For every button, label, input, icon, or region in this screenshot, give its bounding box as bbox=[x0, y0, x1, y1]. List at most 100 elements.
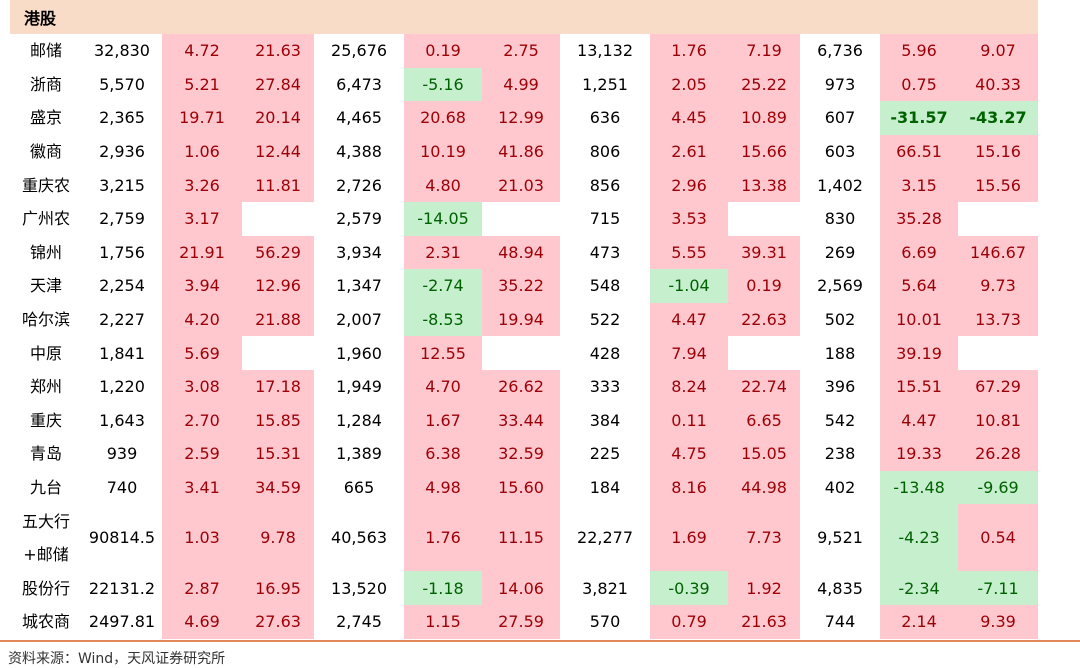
data-cell: 10.01 bbox=[880, 302, 959, 337]
data-cell: 4.80 bbox=[404, 168, 483, 202]
data-cell: 2.75 bbox=[482, 34, 561, 68]
data-cell: 19.33 bbox=[880, 437, 959, 471]
bank-name-line: +邮储 bbox=[23, 544, 69, 564]
data-cell: 0.11 bbox=[650, 403, 729, 438]
data-cell: -2.34 bbox=[880, 571, 959, 605]
data-cell: 90814.5 bbox=[88, 528, 156, 548]
section-header-fill bbox=[242, 0, 1039, 34]
data-cell: 19.71 bbox=[162, 101, 243, 135]
data-cell: 4,388 bbox=[336, 142, 382, 162]
data-cell: 1.76 bbox=[404, 504, 483, 572]
data-cell: 0.19 bbox=[728, 269, 801, 303]
table-row: 城农商 2497.81 4.69 27.63 2,745 1.15 27.59 570 0.79… bbox=[10, 604, 1039, 639]
data-cell: 2,579 bbox=[336, 209, 382, 229]
bank-name: 锦州 bbox=[29, 242, 62, 262]
data-cell: 856 bbox=[589, 175, 621, 195]
table-row: 邮储 32,830 4.72 21.63 25,676 0.19 2.75 13,132 1.7… bbox=[10, 34, 1039, 68]
section-header-row: 港股 bbox=[10, 0, 1039, 34]
data-cell: 13,132 bbox=[577, 41, 634, 61]
data-cell: 9,521 bbox=[817, 528, 863, 548]
data-cell: 1,949 bbox=[336, 377, 382, 397]
bank-name: 五大行 +邮储 bbox=[10, 504, 82, 571]
data-cell: 15.66 bbox=[728, 134, 801, 169]
data-cell: 7.94 bbox=[650, 336, 729, 370]
data-cell: 22,277 bbox=[577, 528, 634, 548]
data-cell: 0.75 bbox=[880, 67, 959, 102]
data-cell: 2.59 bbox=[162, 437, 243, 471]
data-cell: 15.16 bbox=[958, 134, 1039, 169]
data-cell: 8.24 bbox=[650, 369, 729, 404]
data-cell: 1.76 bbox=[650, 34, 729, 68]
data-cell: 3,934 bbox=[336, 242, 382, 262]
data-cell: 715 bbox=[589, 209, 621, 229]
data-cell: 35.22 bbox=[482, 269, 561, 303]
data-cell: 973 bbox=[824, 74, 856, 94]
data-cell: 3.17 bbox=[162, 201, 243, 236]
data-cell: -9.69 bbox=[958, 470, 1039, 505]
data-cell: 2.31 bbox=[404, 235, 483, 270]
data-cell: 1.15 bbox=[404, 604, 483, 639]
data-cell: 3.53 bbox=[650, 201, 729, 236]
data-cell: 3.94 bbox=[162, 269, 243, 303]
data-cell: 5.96 bbox=[880, 34, 959, 68]
data-cell: 12.44 bbox=[242, 134, 315, 169]
data-cell: 603 bbox=[824, 142, 856, 162]
data-cell: 1,841 bbox=[99, 343, 145, 363]
bank-name: 重庆农 bbox=[21, 175, 70, 195]
data-cell: 27.84 bbox=[242, 67, 315, 102]
data-cell: 4.45 bbox=[650, 101, 729, 135]
data-cell: 4.20 bbox=[162, 302, 243, 337]
data-cell: 396 bbox=[824, 377, 856, 397]
data-cell: 806 bbox=[589, 142, 621, 162]
section-label: 港股 bbox=[10, 0, 243, 34]
data-cell: 607 bbox=[824, 108, 856, 128]
data-cell: 10.81 bbox=[958, 403, 1039, 438]
data-cell: 3.08 bbox=[162, 369, 243, 404]
data-cell: 4,835 bbox=[817, 578, 863, 598]
data-cell: -1.18 bbox=[404, 571, 483, 605]
data-cell: -4.23 bbox=[880, 504, 959, 572]
data-cell: 21.03 bbox=[482, 168, 561, 202]
data-cell: -7.11 bbox=[958, 571, 1039, 605]
data-cell: 15.31 bbox=[242, 437, 315, 471]
data-cell: -2.74 bbox=[404, 269, 483, 303]
data-cell: 384 bbox=[589, 410, 621, 430]
data-cell: 333 bbox=[589, 377, 621, 397]
data-cell: 2,254 bbox=[99, 276, 145, 296]
data-cell bbox=[482, 336, 560, 370]
data-cell: 17.18 bbox=[242, 369, 315, 404]
data-cell: 3,821 bbox=[582, 578, 628, 598]
data-cell: 1.06 bbox=[162, 134, 243, 169]
data-cell: 2.70 bbox=[162, 403, 243, 438]
data-cell: 3.26 bbox=[162, 168, 243, 202]
data-cell: 10.19 bbox=[404, 134, 483, 169]
source-note: 资料来源：Wind，天风证券研究所 bbox=[8, 651, 226, 667]
bank-name: 天津 bbox=[29, 276, 62, 296]
data-cell: 40.33 bbox=[958, 67, 1039, 102]
table-row: 中原 1,841 5.69 1,960 12.55 428 7.94 188 39.19 bbox=[10, 336, 1038, 370]
data-cell: 15.60 bbox=[482, 470, 561, 505]
data-cell: 740 bbox=[106, 478, 138, 498]
bank-name: 九台 bbox=[29, 478, 62, 498]
data-cell: 3,215 bbox=[99, 175, 145, 195]
data-cell: 35.28 bbox=[880, 201, 959, 236]
data-cell: 1,389 bbox=[336, 444, 382, 464]
data-cell: 5.55 bbox=[650, 235, 729, 270]
data-cell: 3.15 bbox=[880, 168, 959, 202]
data-cell: 34.59 bbox=[242, 470, 315, 505]
data-cell: 9.73 bbox=[958, 269, 1039, 303]
bank-name: 哈尔滨 bbox=[21, 310, 70, 330]
table-row: 五大行 +邮储 90814.5 1.03 9.78 40,563 1.76 11.15 22,2… bbox=[10, 504, 1039, 572]
data-cell: 1,347 bbox=[336, 276, 382, 296]
data-cell: 188 bbox=[824, 343, 856, 363]
data-cell: 1.03 bbox=[162, 504, 243, 572]
data-cell: 665 bbox=[343, 478, 375, 498]
data-cell: 1,402 bbox=[817, 175, 863, 195]
data-cell: 40,563 bbox=[331, 528, 388, 548]
data-cell bbox=[482, 202, 560, 236]
data-cell: 5.64 bbox=[880, 269, 959, 303]
data-cell: 225 bbox=[589, 444, 621, 464]
hk-bank-data-table: 港股 邮储 32,830 4.72 21.63 25,676 0.19 2.75 13,132… bbox=[10, 0, 1039, 639]
data-cell: 19.94 bbox=[482, 302, 561, 337]
table-row: 天津 2,254 3.94 12.96 1,347 -2.74 35.22 548 -1.04 0… bbox=[10, 269, 1039, 303]
